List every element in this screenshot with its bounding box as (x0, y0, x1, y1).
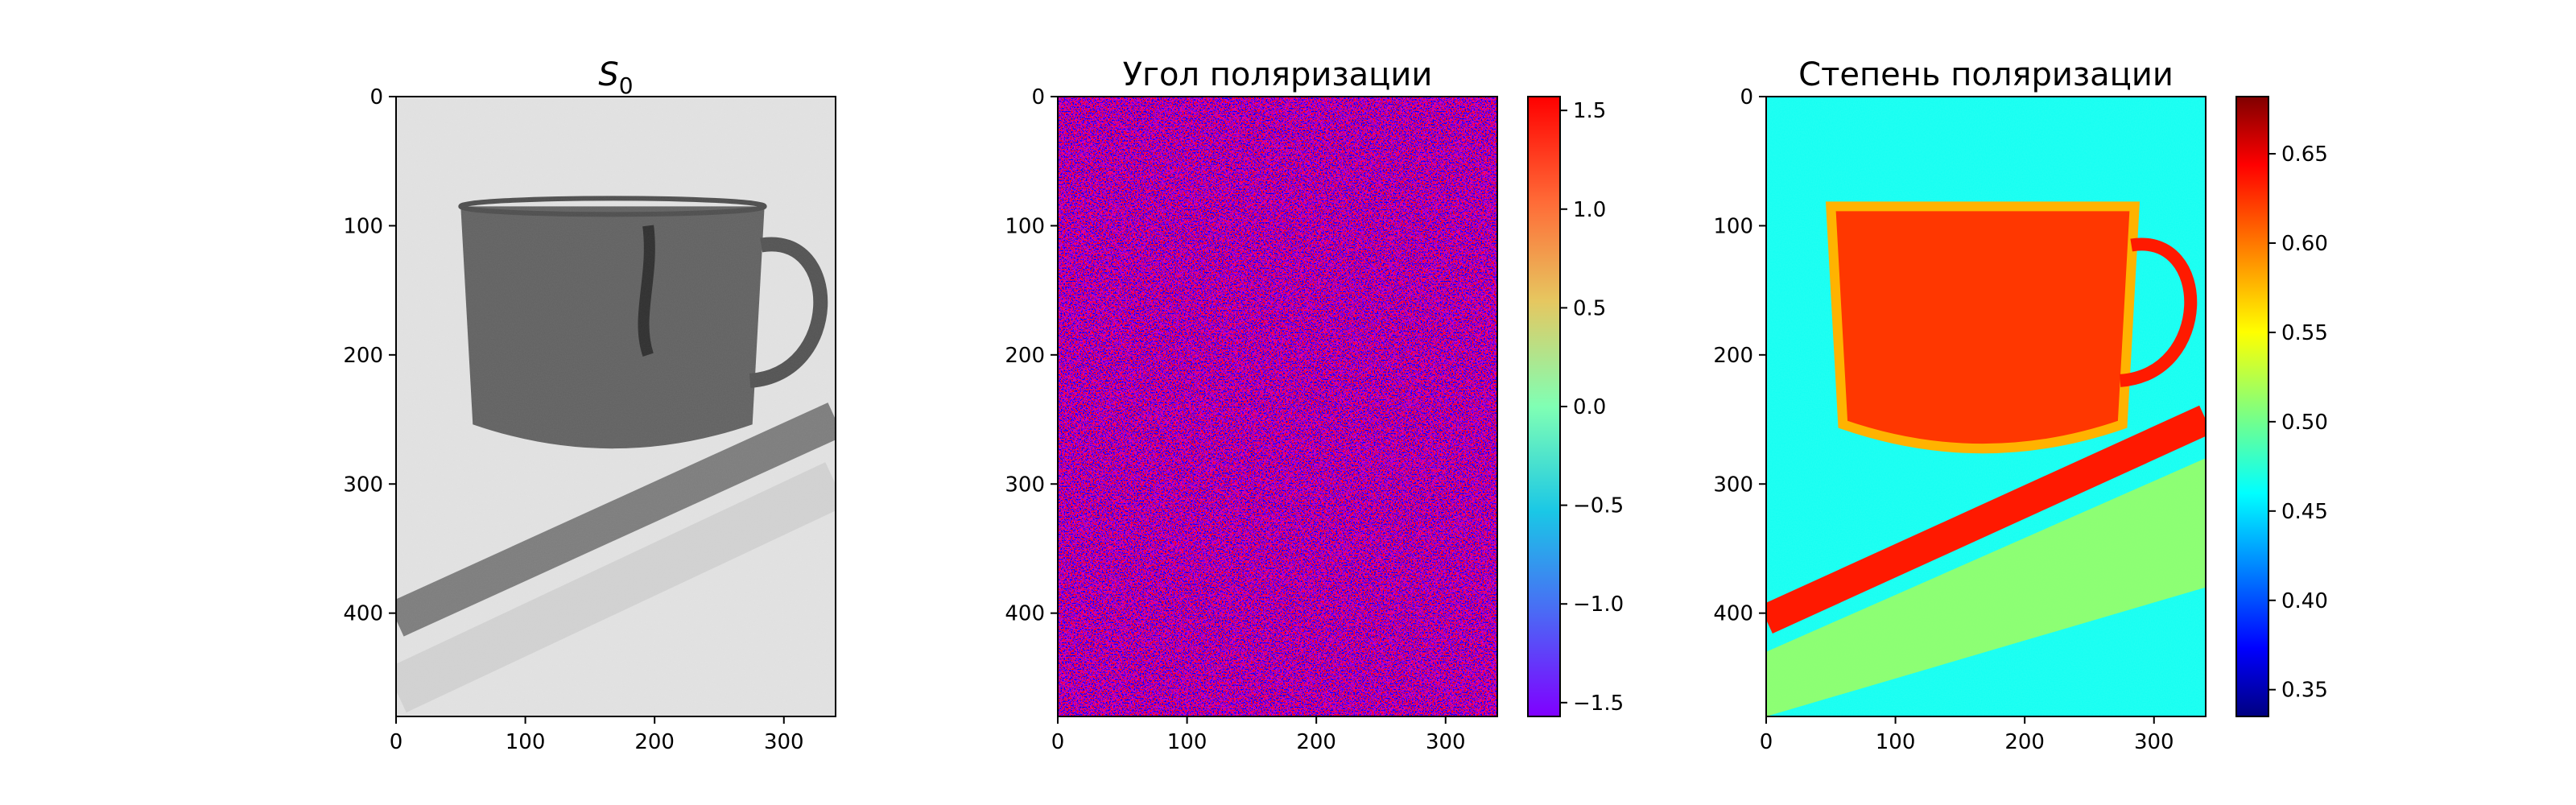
x-tick-label: 100 (1876, 730, 1916, 754)
image-area (396, 97, 836, 716)
colorbar (1527, 96, 1561, 717)
axes-frame (395, 96, 836, 717)
title-main: S (598, 56, 618, 93)
x-tick-label: 300 (2134, 730, 2174, 754)
colorbar-tick-label: 0.60 (2281, 232, 2328, 256)
cup-body (1825, 201, 2140, 454)
colorbar-tick-label: 0.0 (1573, 395, 1606, 419)
colorbar-tick-label: 0.65 (2281, 142, 2328, 167)
subplot-3: 0 100 200 300 0 100 200 300 400 Степень поляризац… (1713, 56, 2328, 754)
colorbar-tick-label: 0.5 (1573, 296, 1606, 320)
colorbar-tick-label: 0.35 (2281, 679, 2328, 703)
colorbar-tick-label: −1.5 (1573, 691, 1624, 716)
y-tick-label: 100 (1005, 214, 1045, 238)
y-tick-label: 0 (369, 85, 383, 109)
y-tick-label: 100 (1713, 214, 1753, 238)
cup-handle (2119, 237, 2198, 387)
colorbar-tick-label: 0.45 (2281, 500, 2328, 524)
x-tick-label: 0 (1051, 730, 1065, 754)
colorbar (2235, 96, 2269, 717)
x-tick-label: 100 (1167, 730, 1208, 754)
panel-title: S0 (598, 56, 633, 99)
x-tick-label: 100 (506, 730, 546, 754)
axes-frame (1765, 96, 2207, 717)
x-tick-label: 300 (1426, 730, 1466, 754)
colorbar-tick-label: 0.40 (2281, 589, 2328, 613)
y-tick-label: 100 (343, 214, 383, 238)
x-tick-label: 200 (634, 730, 675, 754)
y-tick-label: 300 (1713, 473, 1753, 497)
colorbar-tick-label: 1.5 (1573, 99, 1606, 123)
x-tick-label: 0 (390, 730, 403, 754)
y-tick-label: 0 (1031, 85, 1045, 109)
y-tick-label: 200 (1713, 344, 1753, 368)
y-tick-label: 300 (1005, 473, 1045, 497)
x-tick-label: 300 (764, 730, 804, 754)
colorbar-tick-label: −1.0 (1573, 592, 1624, 617)
colorbar-tick-label: 0.55 (2281, 321, 2328, 345)
image-area (1058, 97, 1497, 716)
panel-title: Угол поляризации (1123, 56, 1433, 93)
image-area (1766, 97, 2206, 716)
axes-frame (1057, 96, 1498, 717)
x-tick-label: 200 (2004, 730, 2045, 754)
y-tick-label: 400 (343, 602, 383, 626)
subplot-2: 0 100 200 300 0 100 200 300 400 Угол поляризации 1… (1005, 56, 1624, 754)
colorbar-tick-label: −0.5 (1573, 494, 1624, 518)
y-tick-label: 400 (1713, 602, 1753, 626)
image-noise (396, 97, 836, 716)
y-tick-label: 0 (1740, 85, 1753, 109)
y-tick-label: 300 (343, 473, 383, 497)
lower-band (1766, 458, 2206, 716)
colorbar-tick-label: 0.50 (2281, 411, 2328, 435)
y-tick-label: 200 (1005, 344, 1045, 368)
panel-title: Степень поляризации (1798, 56, 2174, 93)
stripe (1766, 405, 2206, 634)
y-tick-label: 400 (1005, 602, 1045, 626)
title-subscript: 0 (619, 72, 634, 99)
colorbar-tick-label: 1.0 (1573, 198, 1606, 222)
y-tick-label: 200 (343, 344, 383, 368)
image-noise (1058, 97, 1497, 716)
x-tick-label: 0 (1760, 730, 1773, 754)
x-tick-label: 200 (1296, 730, 1336, 754)
